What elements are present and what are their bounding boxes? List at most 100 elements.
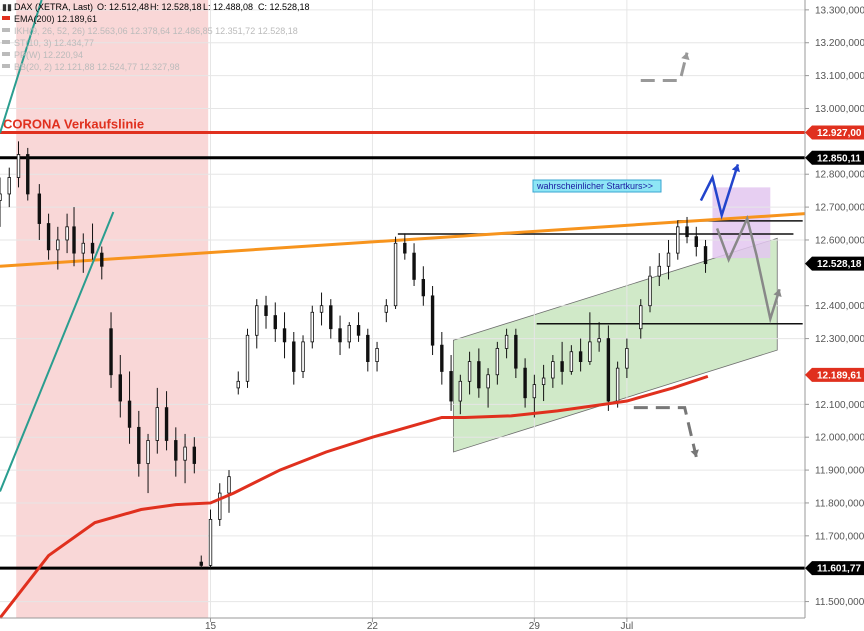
candle-body — [7, 177, 11, 195]
candle — [56, 226, 60, 270]
candle-body — [37, 193, 42, 224]
ohlc-close: C: 12.528,18 — [258, 2, 310, 12]
candle-body — [56, 239, 60, 251]
legend-entry: EMA(200) 12.189,61 — [14, 14, 97, 24]
candle — [421, 266, 426, 306]
candle-body — [393, 242, 398, 307]
price-tag-bg — [805, 367, 864, 382]
y-tick-label: 11.800,000 — [815, 498, 864, 509]
candle-body — [625, 348, 629, 369]
candle — [588, 312, 592, 365]
legend-icon: ▮▮ — [2, 2, 12, 12]
candle — [338, 315, 342, 356]
candle — [440, 332, 444, 385]
candle-body — [685, 226, 689, 238]
candle-body — [16, 154, 21, 178]
teal-trendline — [0, 0, 43, 134]
price-tag: 12.528,18 — [805, 256, 864, 271]
candle-body — [703, 246, 708, 265]
candle — [625, 338, 629, 379]
candle — [532, 374, 537, 418]
candle-body — [164, 407, 169, 441]
price-tag-label: 12.189,61 — [817, 370, 862, 381]
candle-body — [146, 440, 150, 464]
candle — [597, 322, 601, 352]
candle-body — [694, 236, 698, 247]
candle-body — [319, 305, 324, 313]
chart-legend: ▮▮ DAX (XETRA, Last) O: 12.512,48 H: 12.… — [2, 2, 310, 72]
price-tag: 11.601,77 — [805, 561, 864, 576]
candle-body — [588, 341, 592, 362]
candle — [174, 427, 178, 477]
candle — [495, 341, 500, 385]
candle — [569, 345, 574, 375]
candle-body — [648, 275, 652, 307]
candle-body — [578, 351, 583, 362]
candle — [329, 299, 333, 339]
candle — [694, 226, 698, 257]
arrowhead-gray — [773, 289, 782, 298]
candle-body — [449, 371, 453, 402]
candle-body — [183, 446, 187, 461]
candle — [541, 364, 546, 402]
candle-body — [403, 242, 407, 254]
candle-body — [657, 265, 661, 277]
y-tick-label: 11.700,000 — [815, 531, 864, 542]
candle-body — [90, 242, 95, 254]
candle — [26, 147, 30, 201]
y-tick-label: 12.400,000 — [815, 301, 864, 312]
candle-body — [597, 338, 601, 343]
instrument-header: DAX (XETRA, Last) — [14, 2, 93, 12]
candle — [100, 246, 104, 280]
legend-swatch — [2, 28, 10, 32]
candle-body — [523, 367, 527, 399]
candle-body — [514, 334, 518, 369]
corona-zone — [16, 0, 209, 618]
teal-trendline — [0, 211, 115, 492]
candle — [560, 341, 564, 385]
candle-body — [282, 328, 287, 343]
y-tick-label: 13.000,000 — [815, 104, 864, 115]
candle-body — [504, 334, 509, 349]
candle-body — [356, 325, 361, 336]
candle-body — [26, 154, 30, 195]
candle — [676, 220, 680, 260]
candle-body — [208, 518, 213, 566]
candle-body — [375, 348, 379, 362]
candle — [514, 328, 518, 379]
y-tick-label: 13.200,000 — [815, 38, 864, 49]
legend-entry: PP(W) 12.220,94 — [14, 50, 83, 60]
candle-body — [606, 338, 611, 402]
candle — [90, 223, 95, 260]
candle-body — [192, 446, 197, 464]
candle — [0, 177, 2, 227]
candle-body — [236, 380, 240, 389]
price-tag: 12.927,00 — [805, 125, 864, 140]
candle-body — [532, 384, 537, 399]
candle — [264, 295, 268, 329]
candle — [208, 509, 213, 569]
candle — [118, 355, 122, 418]
candle-body — [639, 305, 643, 330]
candle-body — [292, 341, 296, 372]
legend-swatch — [2, 40, 10, 44]
candle-body — [329, 305, 333, 330]
blue-forecast-path — [699, 163, 740, 220]
candle-body — [127, 400, 132, 428]
candle-body — [310, 311, 314, 343]
candle — [218, 483, 222, 526]
candle-body — [118, 374, 122, 402]
corona-line-label: CORONA Verkaufslinie — [3, 116, 144, 131]
candle-body — [458, 380, 463, 402]
y-tick-label: 12.600,000 — [815, 235, 864, 246]
candle-body — [199, 561, 203, 566]
price-tag: 12.850,11 — [805, 150, 864, 165]
gray-forecast-path — [715, 214, 781, 324]
candle — [685, 216, 689, 244]
candle — [137, 410, 141, 477]
candle-body — [440, 344, 444, 372]
legend-entry: IKH(9, 26, 52, 26) 12.563,06 12.378,64 1… — [14, 26, 298, 36]
candle — [46, 213, 51, 260]
price-tag-bg — [805, 256, 864, 271]
